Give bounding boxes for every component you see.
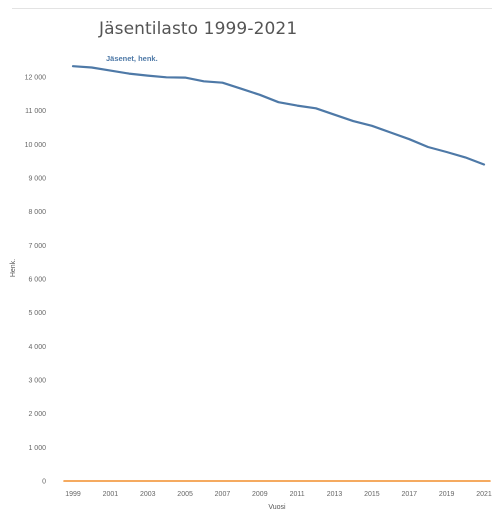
top-divider xyxy=(12,8,492,9)
y-tick-label: 5 000 xyxy=(28,310,46,317)
y-tick-label: 6 000 xyxy=(28,276,46,283)
y-tick-label: 7 000 xyxy=(28,243,46,250)
x-axis-label: Vuosi xyxy=(268,504,286,511)
x-tick-label: 2005 xyxy=(177,491,193,498)
x-tick-label: 2003 xyxy=(140,491,156,498)
x-tick-label: 2007 xyxy=(215,491,231,498)
y-tick-label: 1 000 xyxy=(28,445,46,452)
series-label-members: Jäsenet, henk. xyxy=(106,54,158,63)
y-tick-label: 4 000 xyxy=(28,344,46,351)
x-axis-ticks: 1999 2001 2003 2005 2007 2009 2011 2013 2015 2017… xyxy=(65,491,492,498)
x-tick-label: 2011 xyxy=(290,491,305,498)
x-tick-label: 2021 xyxy=(476,491,492,498)
y-tick-label: 10 000 xyxy=(25,142,47,149)
y-tick-label: 9 000 xyxy=(28,175,46,182)
x-tick-label: 1999 xyxy=(65,491,81,498)
y-tick-label: 2 000 xyxy=(28,411,46,418)
y-axis-label: Henk. xyxy=(10,259,17,277)
y-tick-label: 3 000 xyxy=(28,377,46,384)
x-tick-label: 2001 xyxy=(103,491,119,498)
x-tick-label: 2017 xyxy=(401,491,417,498)
y-tick-label: 0 xyxy=(42,479,46,486)
x-tick-label: 2013 xyxy=(327,491,343,498)
x-tick-label: 2019 xyxy=(439,491,455,498)
y-tick-label: 8 000 xyxy=(28,209,46,216)
chart-title: Jäsentilasto 1999-2021 xyxy=(99,19,298,39)
x-tick-label: 2009 xyxy=(252,491,268,498)
series-layer xyxy=(63,65,491,482)
series-line-members xyxy=(71,65,486,166)
y-axis-ticks: 0 1 000 2 000 3 000 4 000 5 000 6 000 7 000 8 00… xyxy=(25,74,47,485)
y-tick-label: 11 000 xyxy=(25,108,46,115)
y-tick-label: 12 000 xyxy=(25,74,47,81)
x-tick-label: 2015 xyxy=(364,491,380,498)
